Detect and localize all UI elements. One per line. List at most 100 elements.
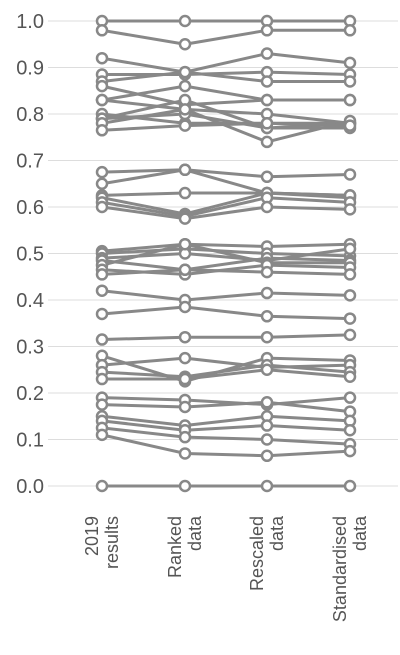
series-line bbox=[101, 84, 350, 102]
series-line bbox=[101, 433, 351, 458]
data-point bbox=[343, 312, 357, 325]
data-point bbox=[343, 391, 357, 404]
series-line bbox=[101, 242, 350, 267]
data-point bbox=[178, 300, 192, 314]
y-tick-label: 0.3 bbox=[16, 337, 44, 359]
data-point bbox=[95, 51, 109, 65]
series-line bbox=[101, 205, 351, 221]
data-point bbox=[343, 479, 357, 493]
data-point bbox=[178, 186, 192, 200]
data-point bbox=[343, 119, 357, 132]
series-line bbox=[101, 196, 351, 218]
data-point bbox=[178, 372, 192, 386]
data-point bbox=[178, 65, 192, 79]
series-line bbox=[101, 168, 351, 179]
series-points bbox=[95, 14, 357, 493]
data-point bbox=[95, 177, 109, 190]
data-point bbox=[260, 75, 274, 88]
series-line bbox=[101, 396, 351, 407]
data-point bbox=[95, 268, 109, 281]
data-point bbox=[343, 75, 357, 88]
y-tick-label: 0.1 bbox=[16, 430, 44, 452]
data-point bbox=[95, 428, 109, 442]
data-point bbox=[343, 56, 357, 70]
data-point bbox=[260, 310, 274, 323]
data-point bbox=[178, 400, 192, 414]
x-tick-label: Standardised data bbox=[330, 515, 370, 622]
series-line bbox=[101, 356, 351, 369]
y-tick-label: 0.9 bbox=[16, 58, 44, 80]
series-line bbox=[101, 333, 351, 342]
data-point bbox=[343, 242, 357, 256]
x-tick-label: Rescaled data bbox=[247, 515, 287, 591]
data-point bbox=[343, 370, 357, 383]
data-point bbox=[343, 289, 357, 302]
y-tick-label: 0.5 bbox=[16, 244, 44, 266]
series-line bbox=[101, 191, 351, 216]
y-tick-label: 0.8 bbox=[16, 104, 44, 126]
data-point bbox=[95, 79, 109, 93]
data-point bbox=[178, 330, 192, 344]
series-line bbox=[101, 268, 351, 276]
data-point bbox=[343, 268, 357, 281]
data-point bbox=[260, 363, 274, 376]
data-point bbox=[95, 333, 109, 346]
data-point bbox=[178, 237, 192, 251]
y-tick-label: 0.2 bbox=[16, 383, 44, 405]
data-point bbox=[343, 93, 357, 107]
series-line bbox=[101, 363, 351, 379]
y-tick-label: 0.4 bbox=[16, 290, 44, 312]
data-point bbox=[178, 351, 192, 365]
series-line bbox=[101, 256, 351, 272]
y-tick-label: 0.6 bbox=[16, 197, 44, 219]
data-point bbox=[178, 38, 192, 51]
data-point bbox=[178, 447, 192, 460]
x-tick-label-line: Standardised bbox=[330, 516, 350, 622]
x-tick-label: 2019 results bbox=[82, 516, 122, 569]
data-point bbox=[95, 124, 109, 137]
data-point bbox=[260, 286, 274, 300]
data-point bbox=[260, 93, 274, 107]
data-point bbox=[178, 430, 192, 444]
series-line bbox=[101, 289, 351, 302]
data-point bbox=[343, 203, 357, 216]
data-point bbox=[95, 398, 109, 411]
series-line bbox=[101, 414, 351, 428]
data-point bbox=[260, 265, 274, 279]
data-point bbox=[178, 263, 192, 277]
data-point bbox=[178, 212, 192, 225]
data-point bbox=[260, 479, 274, 493]
data-point bbox=[260, 47, 274, 60]
x-axis-tick-labels: 2019 results Ranked data Rescaled data Standar… bbox=[82, 515, 370, 622]
series-line bbox=[101, 84, 350, 107]
y-tick-label: 0.0 bbox=[16, 476, 44, 498]
data-point bbox=[343, 24, 357, 37]
series-line bbox=[101, 98, 351, 125]
y-tick-label: 1.0 bbox=[16, 11, 44, 33]
data-point bbox=[260, 170, 274, 184]
series-line bbox=[101, 305, 351, 321]
data-point bbox=[95, 200, 109, 214]
x-tick-label-line: 2019 bbox=[82, 516, 102, 556]
series-line bbox=[102, 368, 351, 381]
data-point bbox=[260, 433, 274, 446]
data-point bbox=[343, 328, 357, 342]
series-line bbox=[101, 242, 351, 253]
data-point bbox=[95, 165, 109, 179]
y-tick-label: 0.7 bbox=[16, 151, 44, 173]
series-line bbox=[101, 121, 351, 132]
data-point bbox=[95, 372, 109, 386]
series-line bbox=[101, 419, 351, 432]
data-point bbox=[260, 135, 274, 149]
data-point bbox=[178, 479, 192, 493]
x-tick-label-line: Ranked bbox=[165, 516, 185, 578]
x-tick-label-line: data bbox=[350, 515, 370, 551]
series-line bbox=[101, 28, 350, 46]
data-point bbox=[260, 419, 274, 432]
data-point bbox=[95, 284, 109, 297]
data-point bbox=[343, 423, 357, 437]
data-point bbox=[260, 24, 274, 37]
data-point bbox=[178, 163, 192, 177]
x-tick-label: Ranked data bbox=[165, 515, 205, 578]
